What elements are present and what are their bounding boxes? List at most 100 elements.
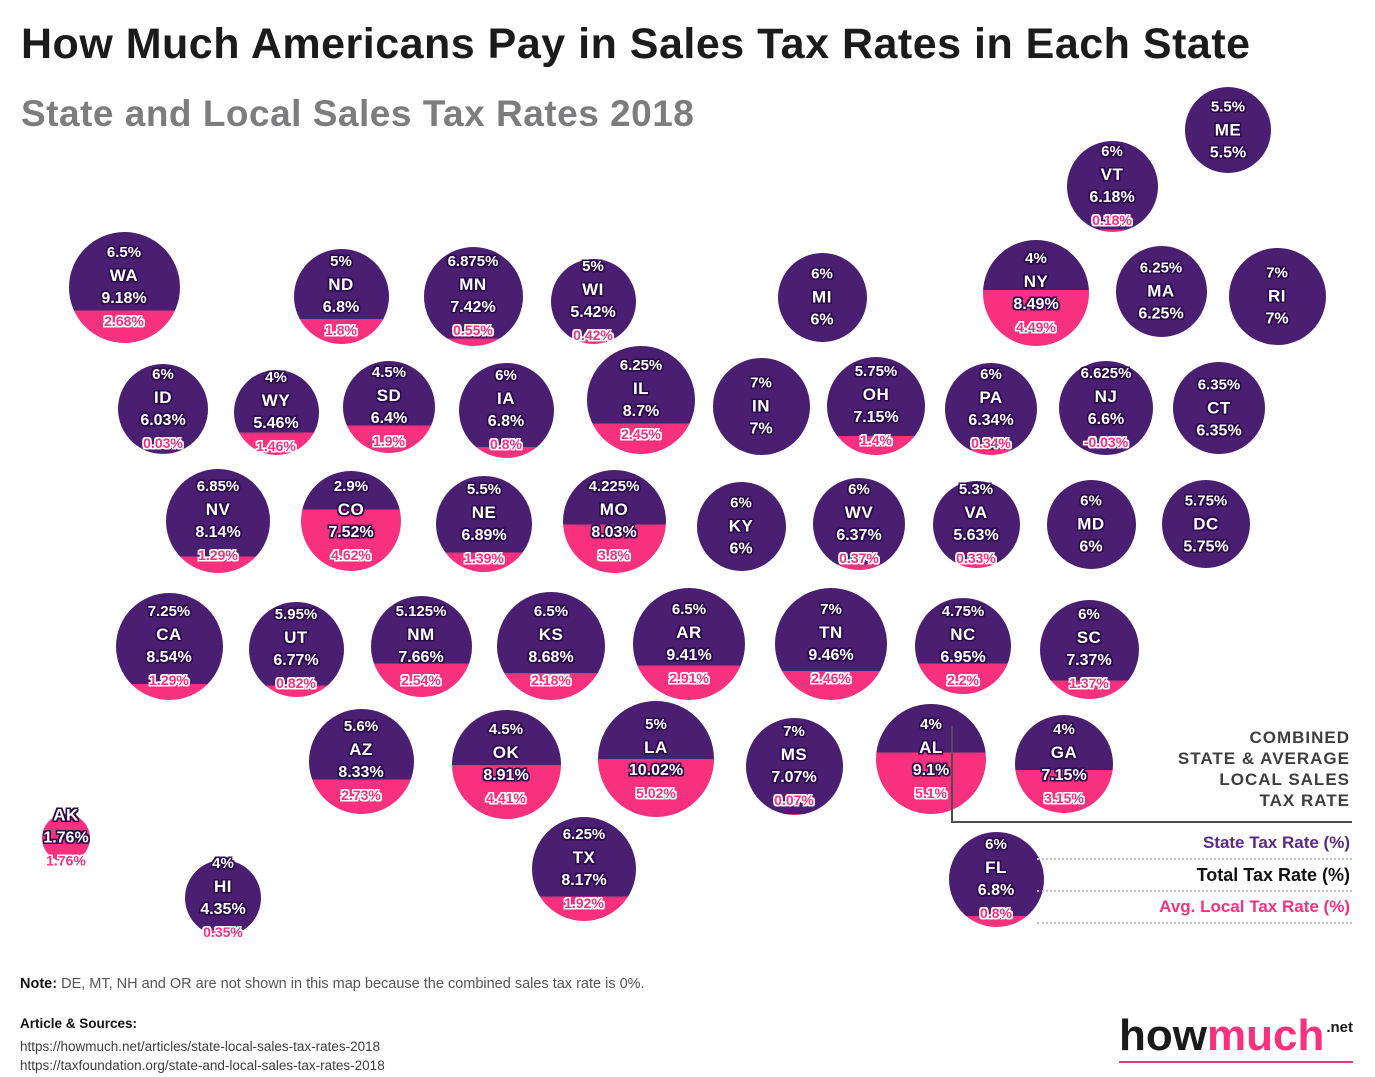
state-bubble-nj: 6.625% NJ 6.6% -0.03%	[1059, 361, 1153, 455]
state-abbr-label: NV	[205, 500, 231, 519]
local-rate-label: 1.46%	[256, 438, 296, 454]
legend-title-line: TAX RATE	[1259, 791, 1350, 810]
state-abbr-label: KS	[538, 625, 564, 644]
legend-title-line: STATE & AVERAGE	[1177, 749, 1350, 768]
state-abbr-label: IA	[497, 389, 515, 408]
state-bubble-labels: 4% HI 4.35% 0.35%	[200, 852, 245, 944]
state-bubble-labels: 5.75% DC 5.75%	[1183, 490, 1228, 559]
state-abbr-label: RI	[1268, 286, 1286, 306]
state-rate-label: 4.225%	[588, 478, 640, 495]
state-rate-label: 4.5%	[488, 721, 524, 738]
state-rate-label: 4%	[1053, 721, 1075, 738]
state-rate-label: 4%	[265, 369, 287, 386]
total-rate-label: 8.68%	[528, 649, 574, 666]
page-title: How Much Americans Pay in Sales Tax Rate…	[21, 20, 1251, 68]
local-rate-label: 0.8%	[490, 436, 522, 452]
local-rate-label: 2.91%	[669, 670, 709, 686]
state-bubble-co: 2.9% CO 7.52% 4.62%	[301, 471, 401, 571]
local-rate-label: 3.8%	[598, 547, 630, 563]
state-bubble-labels: 5% LA 10.02% 5.02%	[629, 713, 683, 805]
local-rate-label: 1.39%	[464, 550, 504, 566]
state-rate-label: 4%	[212, 855, 234, 872]
state-bubble-ca: 7.25% CA 8.54% 1.29%	[115, 592, 223, 700]
total-rate-label: 8.49%	[1013, 296, 1059, 313]
state-abbr-label: GA	[1050, 743, 1078, 762]
state-bubble-ct: 6.35% CT 6.35%	[1173, 362, 1265, 454]
logo-much-text: much	[1206, 1011, 1325, 1060]
total-rate-label: 8.91%	[483, 767, 529, 784]
state-bubble-labels: 6.5% AR 9.41% 2.91%	[666, 598, 711, 690]
state-rate-label: 6.5%	[533, 603, 569, 620]
state-bubble-labels: 6% MI 6%	[810, 263, 833, 332]
total-rate-label: 5.42%	[570, 304, 616, 321]
state-bubble-labels: 5.3% VA 5.63% 0.33%	[953, 478, 998, 570]
state-abbr-label: WI	[582, 280, 604, 299]
state-bubble-ok: 4.5% OK 8.91% 4.41%	[451, 709, 561, 819]
state-bubble-az: 5.6% AZ 8.33% 2.73%	[308, 708, 414, 814]
state-bubble-labels: 5.95% UT 6.77% 0.82%	[273, 603, 318, 695]
local-rate-label: 4.49%	[1016, 319, 1056, 335]
state-rate-label: 6%	[1080, 492, 1102, 510]
state-abbr-label: MD	[1077, 514, 1105, 534]
total-rate-label: 10.02%	[628, 762, 684, 779]
total-rate-label: 7.66%	[398, 649, 444, 666]
state-bubble-labels: 6% FL 6.8% 0.8%	[978, 833, 1014, 925]
state-rate-label: 5.75%	[854, 363, 898, 380]
total-rate-label: 7.42%	[450, 299, 496, 316]
total-rate-label: 6.95%	[940, 649, 986, 666]
state-bubble-nd: 5% ND 6.8% 1.8%	[293, 248, 389, 344]
state-abbr-label: IN	[752, 396, 770, 416]
local-rate-label: 1.29%	[198, 547, 238, 563]
state-abbr-label: NE	[471, 503, 497, 522]
state-rate-label: 6.25%	[619, 357, 663, 374]
state-bubble-ma: 6.25% MA 6.25%	[1115, 245, 1207, 337]
state-bubble-ga: 4% GA 7.15% 3.15%	[1015, 715, 1113, 813]
total-rate-label: 6%	[729, 540, 753, 558]
state-rate-label: 5.95%	[274, 606, 318, 623]
local-rate-label: 1.9%	[373, 433, 405, 449]
state-bubble-ri: 7% RI 7%	[1228, 247, 1326, 345]
local-rate-label: 0.33%	[956, 550, 996, 566]
state-bubble-nm: 5.125% NM 7.66% 2.54%	[370, 595, 472, 697]
state-abbr-label: WV	[844, 503, 874, 522]
state-rate-label: 5.6%	[343, 718, 379, 735]
state-bubble-pa: 6% PA 6.34% 0.34%	[945, 363, 1037, 455]
local-rate-label: 1.8%	[325, 322, 357, 338]
state-abbr-label: LA	[644, 738, 668, 757]
total-rate-label: 8.7%	[622, 403, 660, 420]
local-rate-label: 2.73%	[341, 787, 381, 803]
local-rate-label: 1.92%	[564, 895, 604, 911]
state-bubble-la: 5% LA 10.02% 5.02%	[598, 701, 714, 817]
state-bubble-tn: 7% TN 9.46% 2.46%	[775, 588, 887, 700]
local-rate-label: 2.18%	[531, 672, 571, 688]
state-rate-label: 6.875%	[447, 253, 499, 270]
total-rate-label: 1.76%	[43, 829, 89, 847]
state-rate-label: 4.5%	[371, 364, 407, 381]
local-rate-label: 0.03%	[143, 435, 183, 451]
total-rate-label: 6.18%	[1089, 189, 1135, 206]
state-bubble-ks: 6.5% KS 8.68% 2.18%	[497, 592, 605, 700]
state-abbr-label: NJ	[1094, 387, 1118, 406]
state-bubble-labels: AK 1.76% 1.76%	[43, 804, 88, 873]
state-bubble-labels: 5% ND 6.8% 1.8%	[323, 250, 359, 342]
state-abbr-label: SD	[376, 386, 402, 405]
local-rate-label: 2.2%	[947, 672, 979, 688]
state-rate-label: 6.25%	[1139, 259, 1183, 277]
state-rate-label: 6%	[1078, 606, 1100, 623]
state-rate-label: 6%	[848, 481, 870, 498]
state-bubble-ms: 7% MS 7.07% 0.07%	[745, 717, 843, 815]
state-bubble-sd: 4.5% SD 6.4% 1.9%	[343, 361, 435, 453]
state-bubble-labels: 4.225% MO 8.03% 3.8%	[589, 475, 640, 567]
state-abbr-label: NM	[407, 625, 435, 644]
state-abbr-label: DC	[1193, 514, 1219, 534]
state-bubble-wv: 6% WV 6.37% 0.37%	[813, 478, 905, 570]
state-rate-label: 4%	[1025, 250, 1047, 267]
state-bubble-vt: 6% VT 6.18% 0.18%	[1066, 140, 1158, 232]
state-abbr-label: ID	[154, 388, 172, 407]
state-abbr-label: WY	[261, 391, 291, 410]
state-abbr-label: KY	[728, 516, 754, 536]
state-abbr-label: OH	[862, 385, 890, 404]
total-rate-label: 6.4%	[370, 410, 408, 427]
state-bubble-me: 5.5% ME 5.5%	[1185, 87, 1271, 173]
